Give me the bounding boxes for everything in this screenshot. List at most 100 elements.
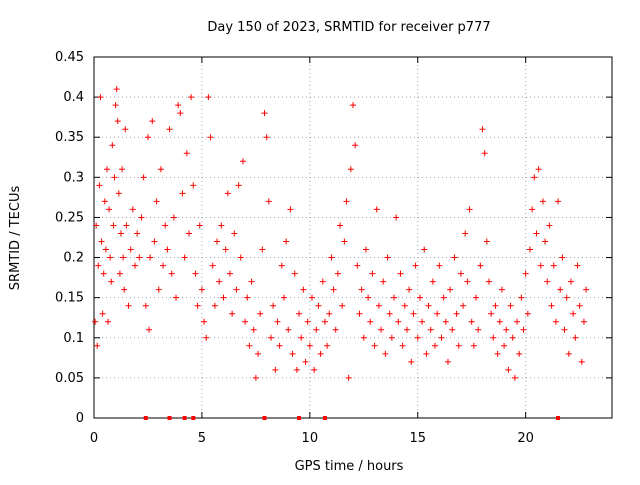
- data-point: [580, 318, 587, 325]
- x-axis-label: GPS time / hours: [295, 459, 404, 474]
- data-point: [371, 342, 378, 349]
- x-tick-label: 10: [302, 431, 319, 446]
- data-point: [334, 270, 341, 277]
- data-point: [100, 270, 107, 277]
- data-point: [490, 334, 497, 341]
- data-points: [92, 86, 590, 381]
- data-point: [147, 254, 154, 261]
- data-point: [94, 342, 101, 349]
- data-point: [462, 230, 469, 237]
- data-point: [175, 102, 182, 109]
- data-point: [160, 262, 167, 269]
- data-point: [559, 254, 566, 261]
- data-point: [170, 214, 177, 221]
- data-point: [308, 294, 315, 301]
- data-point: [261, 110, 268, 117]
- data-point: [436, 262, 443, 269]
- data-point: [231, 230, 238, 237]
- data-point: [98, 238, 105, 245]
- data-point: [354, 262, 361, 269]
- data-point: [239, 158, 246, 165]
- data-point: [561, 326, 568, 333]
- data-point: [304, 318, 311, 325]
- data-point: [220, 294, 227, 301]
- data-point: [557, 286, 564, 293]
- data-point: [102, 246, 109, 253]
- grid: [94, 57, 612, 418]
- data-point: [278, 262, 285, 269]
- data-point: [578, 358, 585, 365]
- data-point: [95, 262, 102, 269]
- data-point: [315, 302, 322, 309]
- data-point: [162, 222, 169, 229]
- data-point: [324, 342, 331, 349]
- data-point: [267, 334, 274, 341]
- y-tick-label: 0.45: [55, 50, 84, 65]
- data-point: [285, 326, 292, 333]
- data-point: [565, 350, 572, 357]
- data-point: [563, 294, 570, 301]
- data-point: [397, 270, 404, 277]
- data-point: [401, 302, 408, 309]
- data-point: [121, 286, 128, 293]
- y-tick-label: 0: [76, 411, 84, 426]
- y-axis-label: SRMTID / TECUs: [8, 186, 23, 291]
- y-tick-label: 0.05: [55, 371, 84, 386]
- data-point: [434, 310, 441, 317]
- data-point: [276, 342, 283, 349]
- data-point: [494, 350, 501, 357]
- data-point: [507, 302, 514, 309]
- data-point: [117, 230, 124, 237]
- data-point: [574, 262, 581, 269]
- data-point: [386, 310, 393, 317]
- data-point: [365, 294, 372, 301]
- data-point: [185, 230, 192, 237]
- data-point: [259, 246, 266, 253]
- y-tick-label: 0.4: [63, 90, 84, 105]
- data-point: [296, 310, 303, 317]
- data-point: [97, 94, 104, 101]
- data-point: [132, 262, 139, 269]
- zero-markers: [143, 416, 561, 420]
- data-point: [425, 302, 432, 309]
- data-point: [319, 278, 326, 285]
- data-point: [503, 326, 510, 333]
- data-point: [408, 358, 415, 365]
- data-point: [341, 238, 348, 245]
- data-point: [427, 326, 434, 333]
- data-point: [576, 302, 583, 309]
- data-point: [410, 310, 417, 317]
- data-point: [107, 254, 114, 261]
- data-point: [542, 238, 549, 245]
- data-point: [109, 142, 116, 149]
- data-point: [406, 286, 413, 293]
- data-point: [509, 334, 516, 341]
- y-tick-label: 0.25: [55, 210, 84, 225]
- data-point: [429, 278, 436, 285]
- data-point: [526, 246, 533, 253]
- zero-marker: [167, 416, 172, 420]
- data-point: [114, 118, 121, 125]
- data-point: [440, 294, 447, 301]
- data-point: [306, 342, 313, 349]
- data-point: [207, 134, 214, 141]
- data-point: [516, 350, 523, 357]
- zero-marker: [262, 416, 267, 420]
- data-point: [514, 318, 521, 325]
- data-point: [224, 190, 231, 197]
- data-point: [492, 302, 499, 309]
- data-point: [328, 254, 335, 261]
- data-point: [173, 294, 180, 301]
- y-tick-label: 0.1: [63, 331, 84, 346]
- data-point: [274, 318, 281, 325]
- data-point: [414, 334, 421, 341]
- data-point: [524, 310, 531, 317]
- data-point: [218, 222, 225, 229]
- data-point: [298, 334, 305, 341]
- y-tick-label: 0.15: [55, 291, 84, 306]
- data-point: [106, 206, 113, 213]
- data-point: [313, 326, 320, 333]
- data-point: [347, 166, 354, 173]
- data-point: [155, 286, 162, 293]
